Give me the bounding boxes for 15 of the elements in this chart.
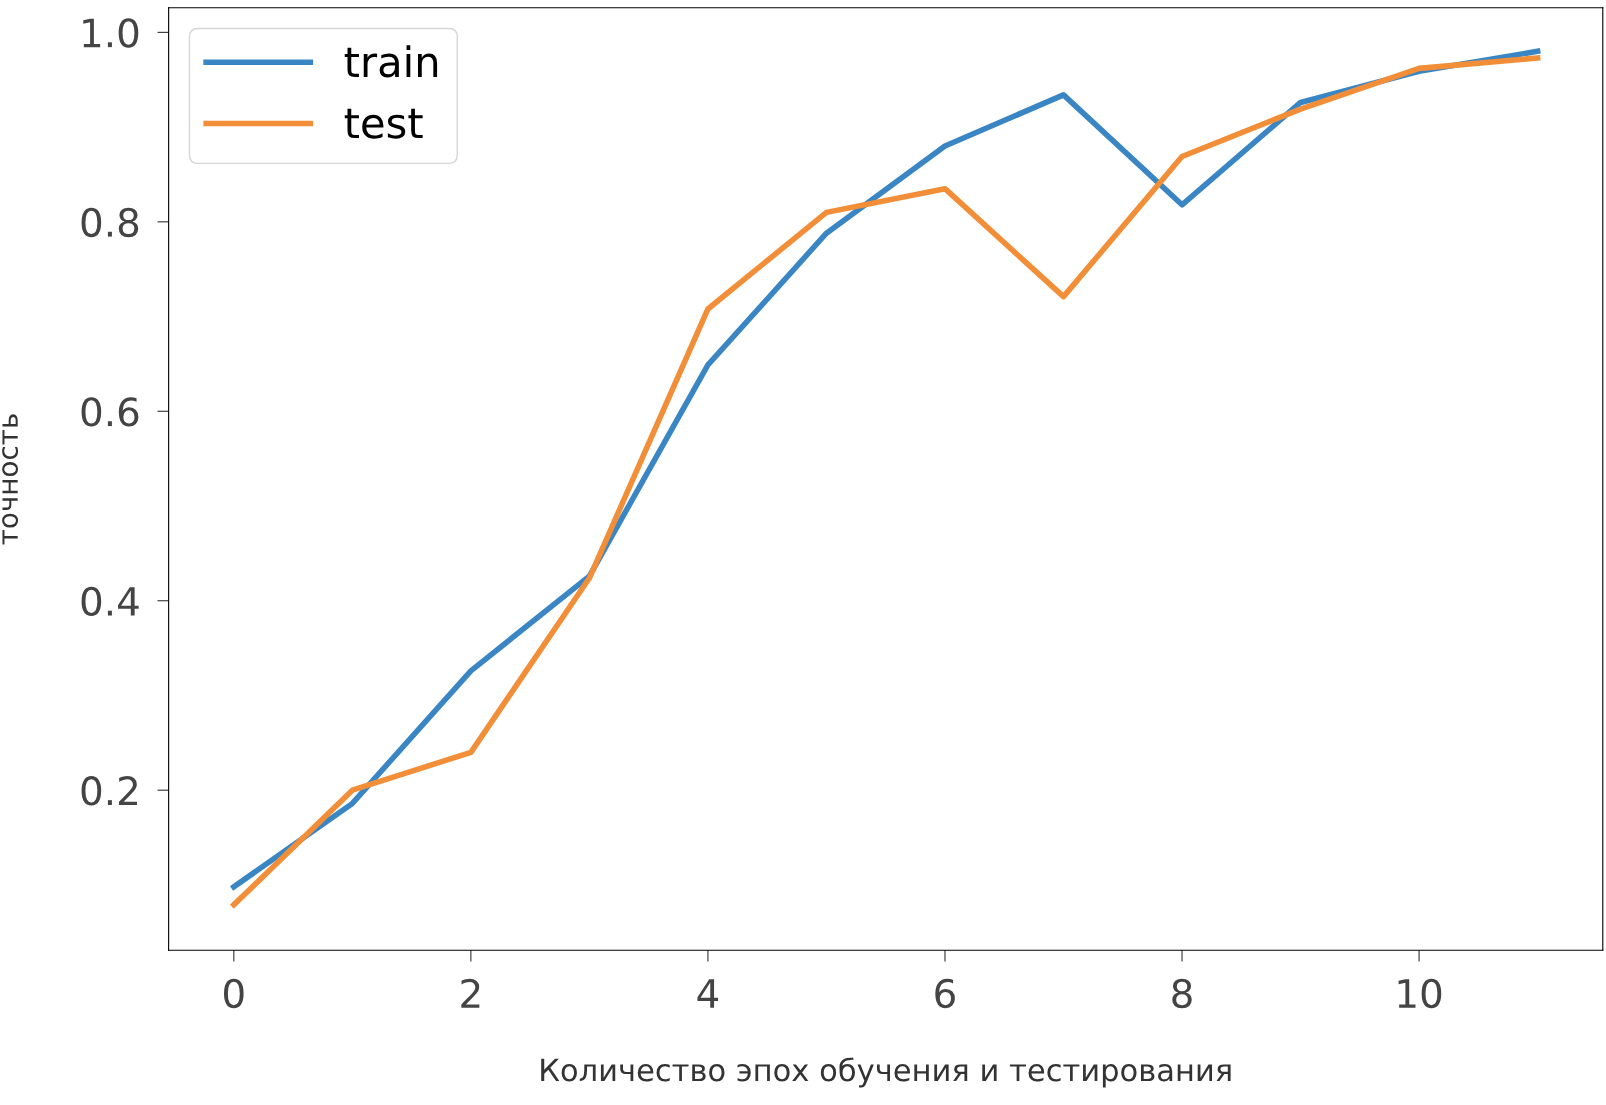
y-tick-label: 0.6 bbox=[81, 397, 139, 427]
x-tick-label: 10 bbox=[1398, 978, 1442, 1009]
y-tick-label: 0.2 bbox=[81, 776, 137, 806]
y-tick-label: 0.4 bbox=[81, 586, 139, 617]
y-axis-title: точность bbox=[2, 414, 19, 545]
y-tick-label: 1.0 bbox=[83, 18, 139, 48]
legend-label: train bbox=[344, 45, 438, 78]
x-tick-label: 6 bbox=[935, 978, 955, 1009]
y-tick-label: 0.8 bbox=[81, 207, 139, 238]
x-tick-label: 8 bbox=[1172, 978, 1192, 1009]
x-tick-label: 2 bbox=[461, 978, 480, 1008]
legend-label: test bbox=[344, 108, 423, 139]
x-axis-title: Количество эпох обучения и тестирования bbox=[541, 1057, 1231, 1088]
x-tick-label: 0 bbox=[224, 978, 244, 1009]
x-tick-label: 4 bbox=[697, 979, 719, 1008]
